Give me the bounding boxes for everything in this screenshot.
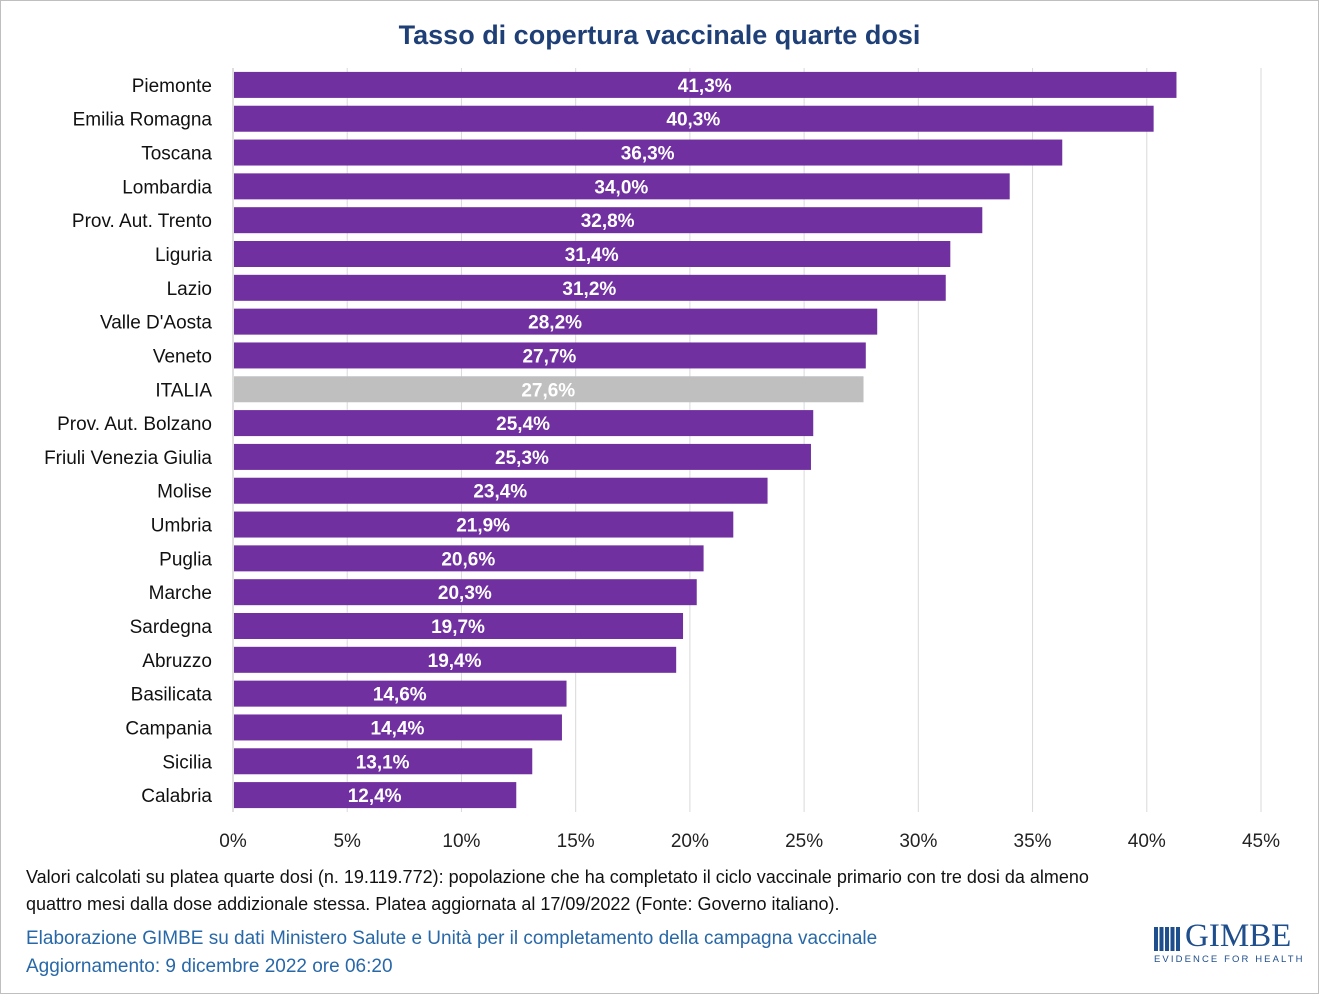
bar xyxy=(234,511,734,538)
data-label: 41,3% xyxy=(678,76,732,97)
credit-line-2: Aggiornamento: 9 dicembre 2022 ore 06:20 xyxy=(26,956,393,977)
bar xyxy=(234,443,811,470)
data-label: 32,8% xyxy=(581,211,635,232)
category-label: Molise xyxy=(157,482,212,503)
x-tick-label: 35% xyxy=(1014,831,1052,852)
data-label: 40,3% xyxy=(666,110,720,131)
data-label: 14,4% xyxy=(371,718,425,739)
data-label: 27,6% xyxy=(521,380,575,401)
note-line-1: Valori calcolati su platea quarte dosi (… xyxy=(26,867,1089,887)
bar xyxy=(234,545,704,572)
bar xyxy=(234,274,946,301)
data-label: 34,0% xyxy=(594,177,648,198)
category-label: Lombardia xyxy=(122,177,212,198)
category-label: Puglia xyxy=(159,549,212,570)
category-label: Marche xyxy=(149,583,212,604)
category-label: Valle D'Aosta xyxy=(100,313,212,334)
bar xyxy=(234,308,878,335)
bar xyxy=(234,613,684,639)
data-label: 20,3% xyxy=(438,583,492,604)
category-label: Calabria xyxy=(141,786,212,807)
data-label: 31,4% xyxy=(565,245,619,266)
x-tick-label: 5% xyxy=(333,831,361,852)
data-label: 36,3% xyxy=(621,144,675,165)
category-label: Lazio xyxy=(167,279,212,300)
x-tick-label: 45% xyxy=(1242,831,1280,852)
data-label: 25,3% xyxy=(495,448,549,469)
credit-line-1: Elaborazione GIMBE su dati Ministero Sal… xyxy=(26,928,878,949)
bar xyxy=(234,342,866,369)
category-label: Emilia Romagna xyxy=(73,110,213,131)
x-tick-label: 15% xyxy=(557,831,595,852)
bar xyxy=(234,748,533,775)
category-label: Basilicata xyxy=(131,685,213,706)
bar-chart: 0% 5% 10% 15% 20% 25% 30% 35% 40% 45% Piemonte 41,3… xyxy=(44,68,1280,852)
category-label: Prov. Aut. Trento xyxy=(72,211,212,232)
bar xyxy=(234,782,517,809)
category-label: Piemonte xyxy=(132,76,212,97)
category-label: Sardegna xyxy=(130,617,213,638)
data-label: 12,4% xyxy=(348,786,402,807)
chart-title: Tasso di copertura vaccinale quarte dosi xyxy=(398,20,921,50)
category-label: Campania xyxy=(125,718,212,739)
data-label: 31,2% xyxy=(562,279,616,300)
category-label: Friuli Venezia Giulia xyxy=(44,448,212,469)
data-label: 14,6% xyxy=(373,685,427,706)
x-tick-label: 10% xyxy=(442,831,480,852)
bar xyxy=(234,71,1177,98)
category-label: Toscana xyxy=(141,144,212,165)
x-tick-label: 20% xyxy=(671,831,709,852)
bar xyxy=(234,579,697,606)
category-label: Liguria xyxy=(155,245,212,266)
bar xyxy=(234,680,567,707)
category-label: ITALIA xyxy=(155,380,212,401)
data-label: 21,9% xyxy=(456,516,510,537)
bar xyxy=(234,477,768,504)
category-label: Prov. Aut. Bolzano xyxy=(57,414,212,435)
data-label: 20,6% xyxy=(441,549,495,570)
bar xyxy=(234,646,677,673)
category-label: Veneto xyxy=(153,346,212,367)
bar xyxy=(234,241,951,267)
bar xyxy=(234,139,1063,166)
bar xyxy=(234,173,1010,200)
bar xyxy=(234,207,983,234)
bar xyxy=(234,376,864,403)
data-label: 19,7% xyxy=(431,617,485,638)
data-label: 28,2% xyxy=(528,313,582,334)
x-tick-label: 0% xyxy=(219,831,247,852)
x-tick-label: 25% xyxy=(785,831,823,852)
logo-word: GIMBE xyxy=(1185,918,1292,954)
gimbe-logo: GIMBE EVIDENCE FOR HEALTH xyxy=(1154,918,1302,968)
category-label: Sicilia xyxy=(162,752,212,773)
category-label: Umbria xyxy=(151,516,213,537)
x-tick-label: 40% xyxy=(1128,831,1166,852)
data-label: 25,4% xyxy=(496,414,550,435)
logo-grid-icon xyxy=(1154,927,1180,951)
logo-tagline: EVIDENCE FOR HEALTH xyxy=(1154,954,1305,965)
data-label: 13,1% xyxy=(356,752,410,773)
note-line-2: quattro mesi dalla dose addizionale stes… xyxy=(26,894,840,914)
x-tick-label: 30% xyxy=(899,831,937,852)
bar xyxy=(234,105,1154,132)
data-label: 27,7% xyxy=(522,346,576,367)
bar xyxy=(234,410,814,437)
bar xyxy=(234,714,562,741)
category-label: Abruzzo xyxy=(142,651,212,672)
data-label: 19,4% xyxy=(428,651,482,672)
data-label: 23,4% xyxy=(473,482,527,503)
